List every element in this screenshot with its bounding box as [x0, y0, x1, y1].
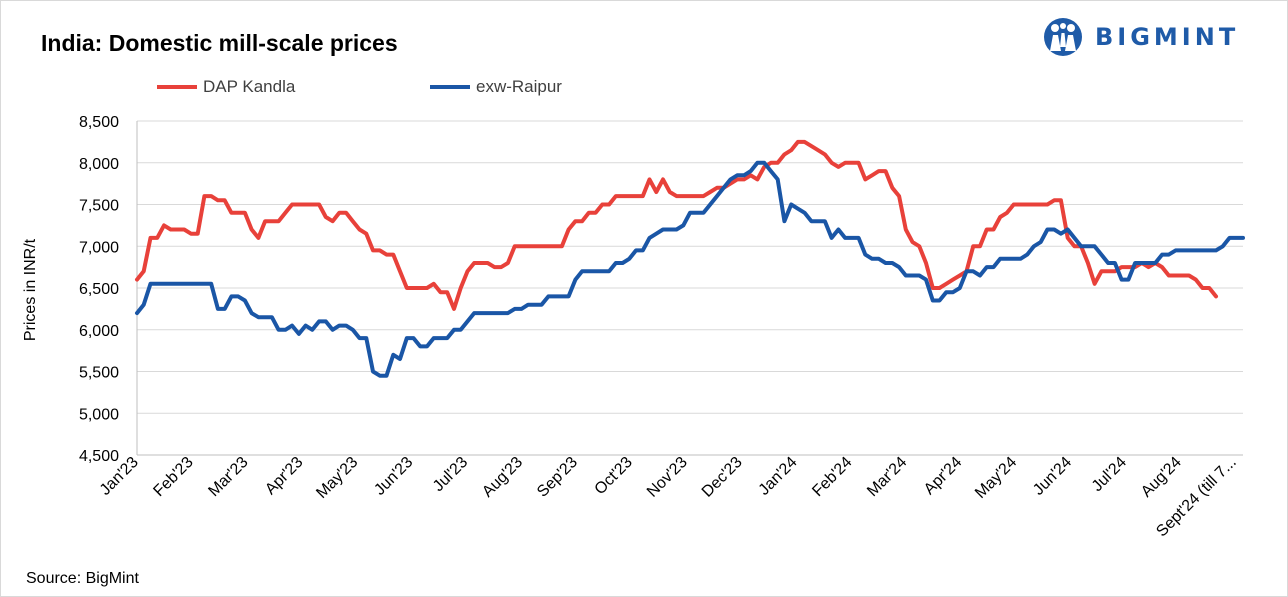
x-tick-label: Oct'23 [592, 454, 636, 498]
chart-title: India: Domestic mill-scale prices [41, 30, 398, 56]
bigmint-logo-icon [1044, 18, 1082, 56]
y-tick-labels: 4,500 5,000 5,500 6,000 6,500 7,000 7,500 8,000… [79, 114, 119, 465]
legend-label-exw-raipur: exw-Raipur [476, 77, 562, 96]
x-tick-label: Aug'24 [1138, 454, 1185, 501]
x-tick-label: Dec'23 [699, 454, 746, 501]
y-tick-label: 6,000 [79, 323, 119, 340]
x-tick-label: Jun'23 [371, 454, 416, 499]
y-tick-label: 8,500 [79, 114, 119, 131]
x-tick-label: Feb'24 [809, 454, 855, 500]
legend-swatch-dap-kandla [157, 85, 197, 89]
legend-label-dap-kandla: DAP Kandla [203, 77, 296, 96]
y-tick-label: 5,500 [79, 365, 119, 382]
legend-swatch-exw-raipur [430, 85, 470, 89]
x-tick-label: Nov'23 [644, 454, 691, 501]
x-tick-label: Jan'24 [756, 454, 801, 499]
legend-item-dap-kandla: DAP Kandla [157, 77, 295, 97]
series-line-exw-raipur [135, 160, 1245, 378]
x-tick-label: May'23 [313, 454, 361, 502]
x-tick-label: Apr'23 [262, 454, 306, 498]
x-tick-label: Feb'23 [150, 454, 196, 500]
brand-logo: BIGMINT [1043, 17, 1239, 57]
legend-item-exw-raipur: exw-Raipur [430, 77, 562, 97]
x-tick-label: Jul'23 [430, 454, 471, 495]
brand-name: BIGMINT [1095, 23, 1240, 51]
x-tick-label: Jul'24 [1089, 454, 1130, 495]
x-tick-label: Aug'23 [479, 454, 526, 501]
y-axis-title: Prices in INR/t [22, 238, 39, 341]
x-tick-label: Mar'24 [864, 454, 910, 500]
source-note: Source: BigMint [26, 570, 139, 587]
series-lines [135, 139, 1245, 378]
x-tick-labels: Jan'23 Feb'23 Mar'23 Apr'23 May'23 Jun'23 Jul'… [97, 454, 1240, 541]
x-tick-label: May'24 [972, 454, 1020, 502]
y-tick-label: 7,000 [79, 239, 119, 256]
y-tick-label: 5,000 [79, 406, 119, 423]
x-tick-label: Apr'24 [921, 454, 965, 498]
x-tick-label: Jun'24 [1030, 454, 1075, 499]
gridlines [137, 120, 1243, 414]
series-line-dap-kandla [135, 139, 1218, 311]
y-tick-label: 7,500 [79, 198, 119, 215]
y-tick-label: 4,500 [79, 448, 119, 465]
y-tick-label: 8,000 [79, 156, 119, 173]
axes [136, 121, 1243, 456]
x-tick-label: Mar'23 [205, 454, 251, 500]
y-tick-label: 6,500 [79, 281, 119, 298]
x-tick-label: Sep'23 [534, 454, 581, 501]
